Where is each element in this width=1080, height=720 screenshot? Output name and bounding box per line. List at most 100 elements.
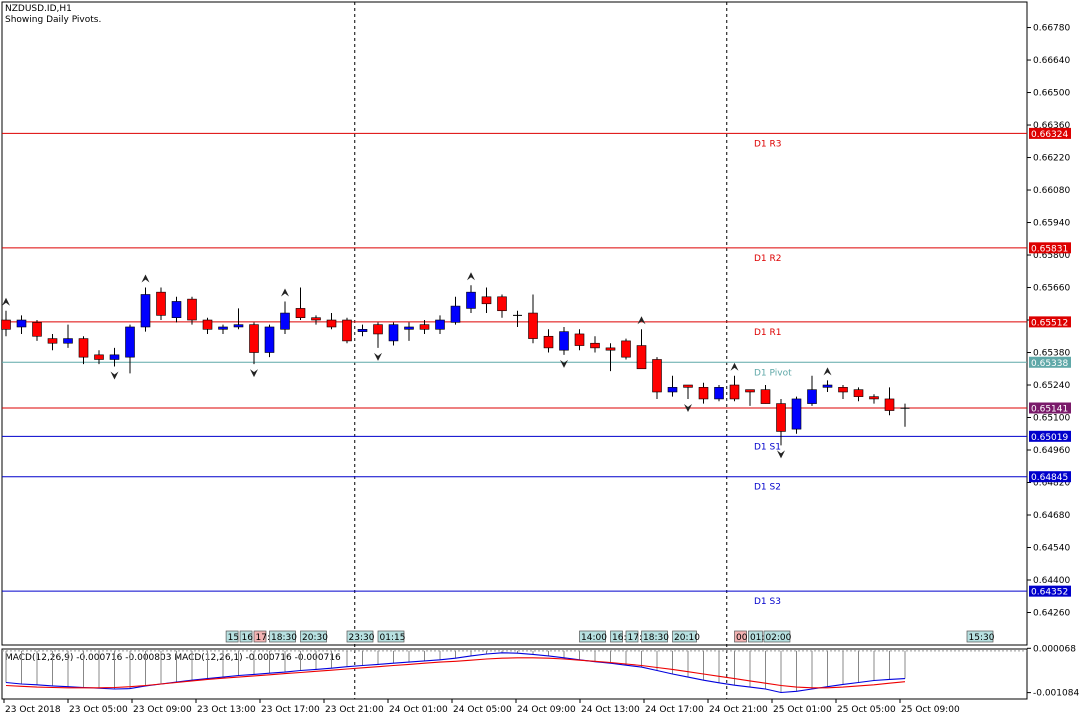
pivot-label: D1 Pivot — [754, 368, 792, 378]
candle-bull — [357, 329, 368, 332]
fractal-up-icon — [637, 316, 646, 325]
fractal-down-icon — [777, 450, 785, 459]
candle-bear — [528, 312, 538, 339]
price-value-box — [1029, 430, 1071, 442]
macd-title: MACD(12,26,9) -0.000716 -0.000803 MACD(1… — [5, 653, 341, 663]
candle-bear — [373, 324, 383, 335]
candle-bull — [822, 384, 833, 388]
candle-bull — [264, 326, 275, 353]
fractal-up-icon — [141, 274, 150, 283]
candle-bear — [94, 354, 104, 360]
fractal-up-icon — [730, 362, 739, 371]
session-box-label: 02:00 — [765, 633, 791, 643]
price-value-box — [1029, 127, 1071, 139]
candle-bear — [729, 384, 740, 400]
candle-bear — [481, 296, 492, 305]
price-value-box — [1029, 316, 1071, 328]
macd-series-line-1 — [5, 657, 906, 689]
session-box — [734, 630, 747, 643]
session-box-label: 18:30 — [271, 633, 297, 643]
time-tick-label: 24 Oct 05:00 — [453, 705, 512, 715]
price-value-label: 0.64352 — [1031, 588, 1068, 598]
symbol-label: NZDUSD.ID,H1 — [5, 4, 72, 14]
price-tick-label: 0.64680 — [1033, 511, 1070, 521]
candle-bear — [853, 389, 864, 397]
candle-bull — [714, 387, 724, 400]
candle-bull — [388, 324, 399, 342]
session-box — [763, 630, 791, 643]
price-value-box — [1029, 242, 1071, 254]
candle-bull — [559, 331, 569, 351]
fractal-up-icon — [467, 272, 475, 281]
time-tick-label: 24 Oct 13:00 — [581, 705, 640, 715]
candle-bull — [667, 387, 678, 393]
pivots-caption: Showing Daily Pivots. — [5, 15, 102, 25]
price-value-label: 0.65831 — [1031, 244, 1068, 254]
candle-bear — [698, 387, 709, 400]
price-tick-label: 0.66500 — [1033, 89, 1070, 99]
fractal-down-icon — [250, 369, 258, 378]
price-tick-label: 0.66080 — [1033, 186, 1070, 196]
candle-bull — [280, 312, 290, 330]
time-tick-label: 25 Oct 01:00 — [773, 705, 832, 715]
candle-bear — [202, 319, 213, 330]
candle-bear — [156, 291, 166, 316]
candle-bear — [295, 308, 306, 318]
candle-bear — [869, 396, 879, 400]
price-tick-label: 0.64400 — [1033, 576, 1070, 586]
fractal-down-icon — [110, 371, 119, 380]
candle-bear — [605, 347, 616, 351]
pivot-label: D1 R3 — [754, 139, 782, 149]
candle-bear — [683, 384, 693, 388]
session-box — [300, 630, 327, 643]
price-tick-label: 0.65240 — [1033, 381, 1070, 391]
time-tick-label: 23 Oct 13:00 — [197, 705, 256, 715]
candle-bear — [497, 296, 507, 312]
candle-bull — [63, 338, 73, 344]
time-tick-label: 23 Oct 17:00 — [261, 705, 320, 715]
price-value-label: 0.65141 — [1031, 404, 1068, 414]
fractal-up-icon — [281, 288, 289, 297]
price-tick-label: 0.65940 — [1033, 219, 1070, 229]
candle-bear — [78, 338, 89, 358]
time-tick-label: 23 Oct 2018 — [5, 705, 61, 715]
candle-bull — [125, 326, 135, 358]
price-value-label: 0.65019 — [1031, 433, 1068, 443]
fractal-down-icon — [374, 352, 382, 361]
price-tick-label: 0.64260 — [1033, 609, 1070, 619]
pivot-label: D1 R1 — [754, 328, 782, 338]
candle-bull — [404, 326, 414, 330]
session-box — [377, 630, 405, 643]
price-value-label: 0.66324 — [1031, 130, 1068, 140]
price-tick-label: 0.65660 — [1033, 284, 1070, 294]
time-tick-label: 24 Oct 17:00 — [645, 705, 704, 715]
pivot-label: D1 S1 — [754, 442, 781, 452]
candle-bear — [326, 319, 337, 328]
pivot-label: D1 S2 — [754, 483, 781, 493]
candle-bear — [1, 319, 11, 330]
price-tick-label: 0.65100 — [1033, 414, 1070, 424]
candle-bull — [109, 354, 120, 360]
session-box-label: 00: — [736, 633, 750, 643]
candle-bear — [311, 317, 321, 321]
price-tick-label: 0.66220 — [1033, 154, 1070, 164]
candle-bear — [838, 387, 848, 393]
session-box-label: 20:10 — [674, 633, 700, 643]
session-box-label: 01: — [750, 633, 764, 643]
session-box-label: 17: — [256, 633, 270, 643]
macd-pane-frame — [1, 648, 1028, 700]
time-tick-label: 23 Oct 05:00 — [69, 705, 128, 715]
price-tick-label: 0.64820 — [1033, 479, 1070, 489]
session-box-label: 16: — [612, 633, 626, 643]
time-tick-label: 25 Oct 05:00 — [837, 705, 896, 715]
session-box — [966, 630, 994, 643]
price-tick-label: 0.65380 — [1033, 349, 1070, 359]
time-tick-label: 24 Oct 01:00 — [389, 705, 448, 715]
price-value-label: 0.64845 — [1031, 473, 1068, 483]
price-value-box — [1029, 402, 1071, 414]
candle-bear — [590, 342, 600, 349]
time-tick-label: 24 Oct 21:00 — [709, 705, 768, 715]
fractal-down-icon — [560, 359, 568, 368]
